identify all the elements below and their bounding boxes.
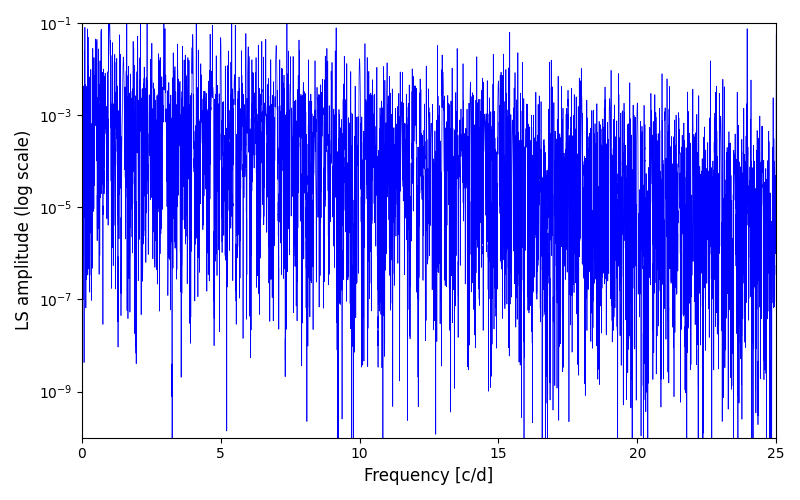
Y-axis label: LS amplitude (log scale): LS amplitude (log scale) bbox=[15, 130, 33, 330]
X-axis label: Frequency [c/d]: Frequency [c/d] bbox=[364, 467, 494, 485]
